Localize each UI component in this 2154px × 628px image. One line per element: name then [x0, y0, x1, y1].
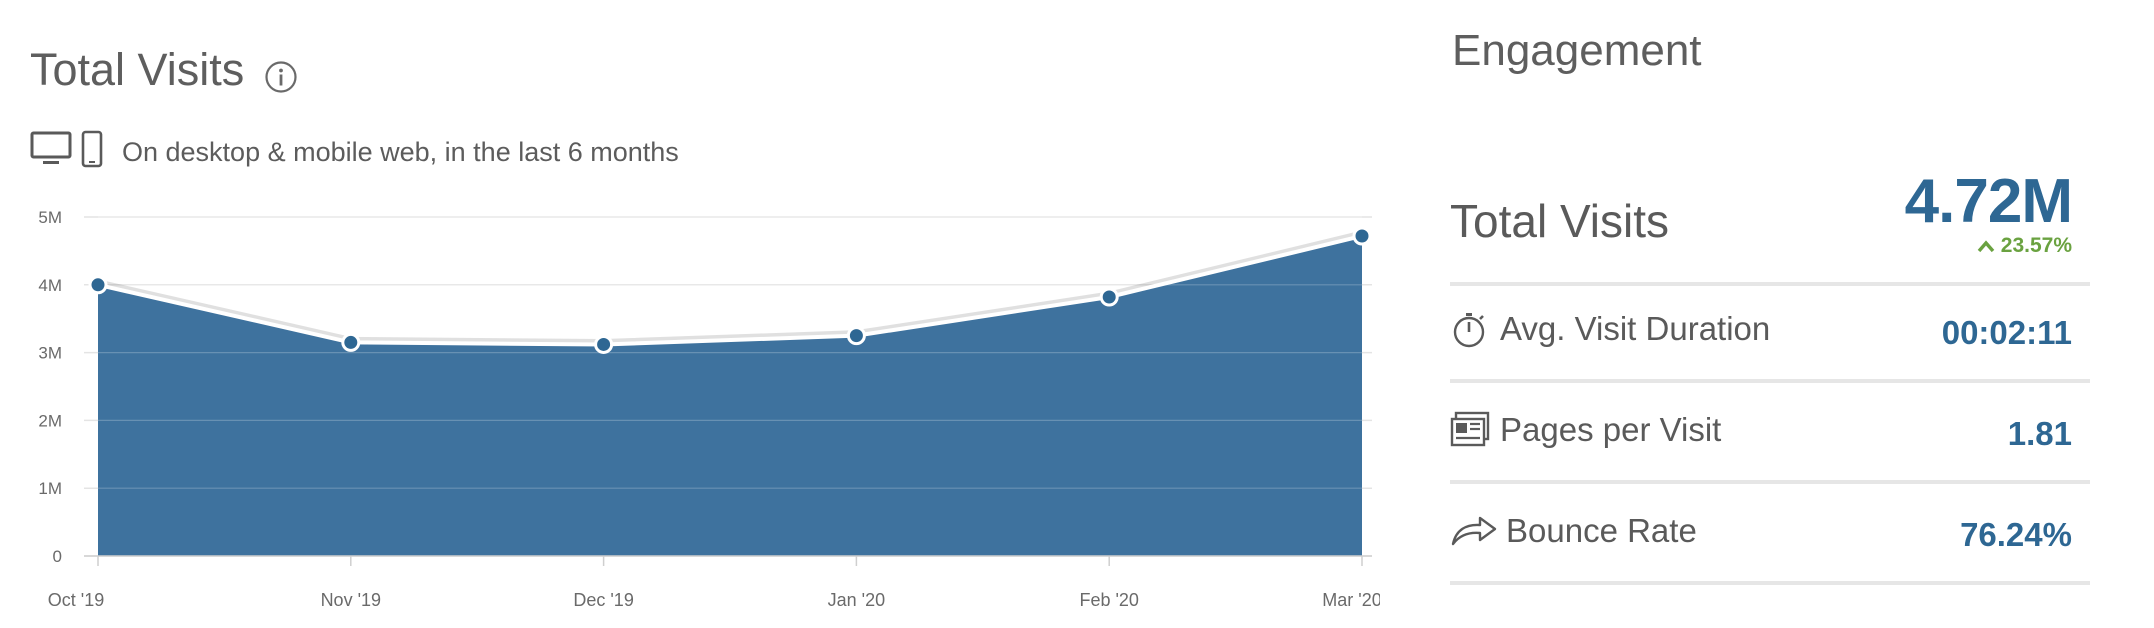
info-icon[interactable] [264, 53, 298, 93]
series-line [97, 234, 1363, 347]
x-tick-label: Jan '20 [828, 590, 885, 610]
metric-value-avg-visit-duration: 00:02:11 [1941, 314, 2072, 351]
area-fill [98, 235, 1362, 556]
y-tick-label: 2M [38, 411, 62, 430]
x-tick-label: Oct '19 [48, 590, 104, 610]
metric-row-pages-per-visit: Pages per Visit 1.81 [1450, 383, 2090, 484]
bounce-arrow-icon [1450, 510, 1498, 552]
data-point [1352, 226, 1372, 246]
metric-label-text: Bounce Rate [1506, 512, 1697, 549]
chart-title-text: Total Visits [30, 44, 245, 95]
total-visits-change: 23.57% [1977, 234, 2072, 258]
engagement-title: Engagement [1452, 26, 1702, 75]
total-visits-kpi-value: 4.72M [1904, 167, 2073, 236]
engagement-panel: Engagement Total Visits 4.72M 23.57% Avg… [1450, 0, 2090, 628]
total-visits-kpi-label: Total Visits [1450, 195, 1670, 247]
metric-row-avg-visit-duration: Avg. Visit Duration 00:02:11 [1450, 282, 2090, 383]
data-point [1099, 287, 1119, 307]
total-visits-change-value: 23.57% [2000, 234, 2072, 257]
data-point [88, 275, 108, 295]
metric-label-text: Pages per Visit [1500, 411, 1722, 448]
stopwatch-icon [1450, 308, 1492, 350]
x-tick-label: Dec '19 [573, 590, 633, 610]
total-visits-kpi: Total Visits 4.72M 23.57% [1450, 162, 2090, 286]
metric-label-avg-visit-duration: Avg. Visit Duration [1450, 308, 1770, 350]
chart-subtitle: On desktop & mobile web, in the last 6 m… [30, 130, 679, 175]
y-tick-label: 3M [38, 344, 62, 363]
x-tick-label: Nov '19 [321, 590, 381, 610]
data-point [846, 326, 866, 346]
device-icons [30, 130, 104, 175]
total-visits-panel: Total Visits On desk [30, 44, 1380, 610]
metric-label-pages-per-visit: Pages per Visit [1450, 409, 1721, 451]
subtitle-text: On desktop & mobile web, in the last 6 m… [122, 137, 679, 167]
series-line-shadow [97, 230, 1363, 344]
arrow-up-icon [1977, 240, 1995, 253]
data-point [341, 332, 361, 352]
mobile-icon [80, 130, 104, 175]
y-tick-label: 5M [38, 208, 62, 227]
metric-value-pages-per-visit: 1.81 [2007, 415, 2072, 452]
metric-value-bounce-rate: 76.24% [1960, 516, 2072, 553]
desktop-icon [30, 130, 72, 175]
x-tick-label: Feb '20 [1079, 590, 1138, 610]
data-point [594, 334, 614, 354]
y-tick-label: 1M [38, 479, 62, 498]
metric-label-text: Avg. Visit Duration [1500, 310, 1771, 347]
total-visits-area-chart: 0 1M 2M 3M 4M 5M Oct '19 Nov '19 Dec '19 Jan '20 F… [38, 208, 1380, 610]
metric-label-bounce-rate: Bounce Rate [1450, 510, 1697, 552]
chart-title: Total Visits [30, 44, 298, 96]
y-tick-label: 0 [53, 547, 62, 566]
y-tick-label: 4M [38, 276, 62, 295]
pages-icon [1450, 409, 1492, 451]
metric-row-bounce-rate: Bounce Rate 76.24% [1450, 484, 2090, 585]
x-tick-label: Mar '20 [1322, 590, 1380, 610]
